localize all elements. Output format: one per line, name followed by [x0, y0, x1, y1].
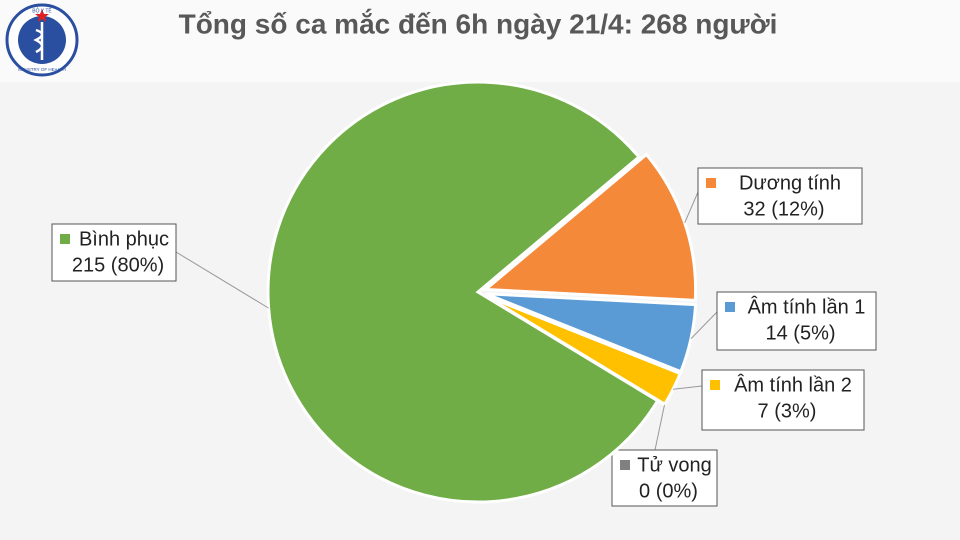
leader-line [690, 311, 718, 340]
legend-swatch [706, 178, 716, 188]
value-label: 14 (5%) [765, 322, 835, 344]
logo-bottom-text: MINISTRY OF HEALTH [18, 67, 66, 72]
logo: BỘ Y TẾ MINISTRY OF HEALTH [5, 3, 79, 77]
category-label: Âm tính lần 1 [748, 295, 866, 318]
leader-line [175, 251, 269, 309]
value-label: 215 (80%) [72, 254, 164, 276]
label-box [611, 449, 718, 507]
category-label: Tử vong [637, 454, 712, 476]
legend-swatch [60, 234, 70, 244]
label-box [716, 291, 877, 351]
logo-top-text: BỘ Y TẾ [32, 7, 52, 14]
category-label: Bình phục [79, 228, 169, 250]
logo-symbol [33, 22, 44, 60]
legend-swatch [620, 460, 630, 470]
value-label: 7 (3%) [758, 400, 817, 422]
label-box [51, 223, 177, 282]
chart-title: Tổng số ca mắc đến 6h ngày 21/4: 268 ngư… [179, 8, 778, 39]
category-label: Dương tính [739, 172, 841, 194]
header-band [0, 0, 960, 82]
label-box [701, 369, 865, 431]
value-label: 0 (0%) [639, 480, 698, 502]
legend-swatch [725, 302, 735, 312]
pie-slice [266, 80, 660, 504]
leader-line [654, 404, 665, 451]
leader-line [673, 385, 703, 390]
category-label: Âm tính lần 2 [734, 373, 852, 396]
legend-swatch [710, 380, 720, 390]
label-box [697, 167, 863, 225]
logo-star [35, 9, 49, 22]
value-label: 32 (12%) [743, 198, 824, 220]
leader-line [684, 191, 699, 223]
